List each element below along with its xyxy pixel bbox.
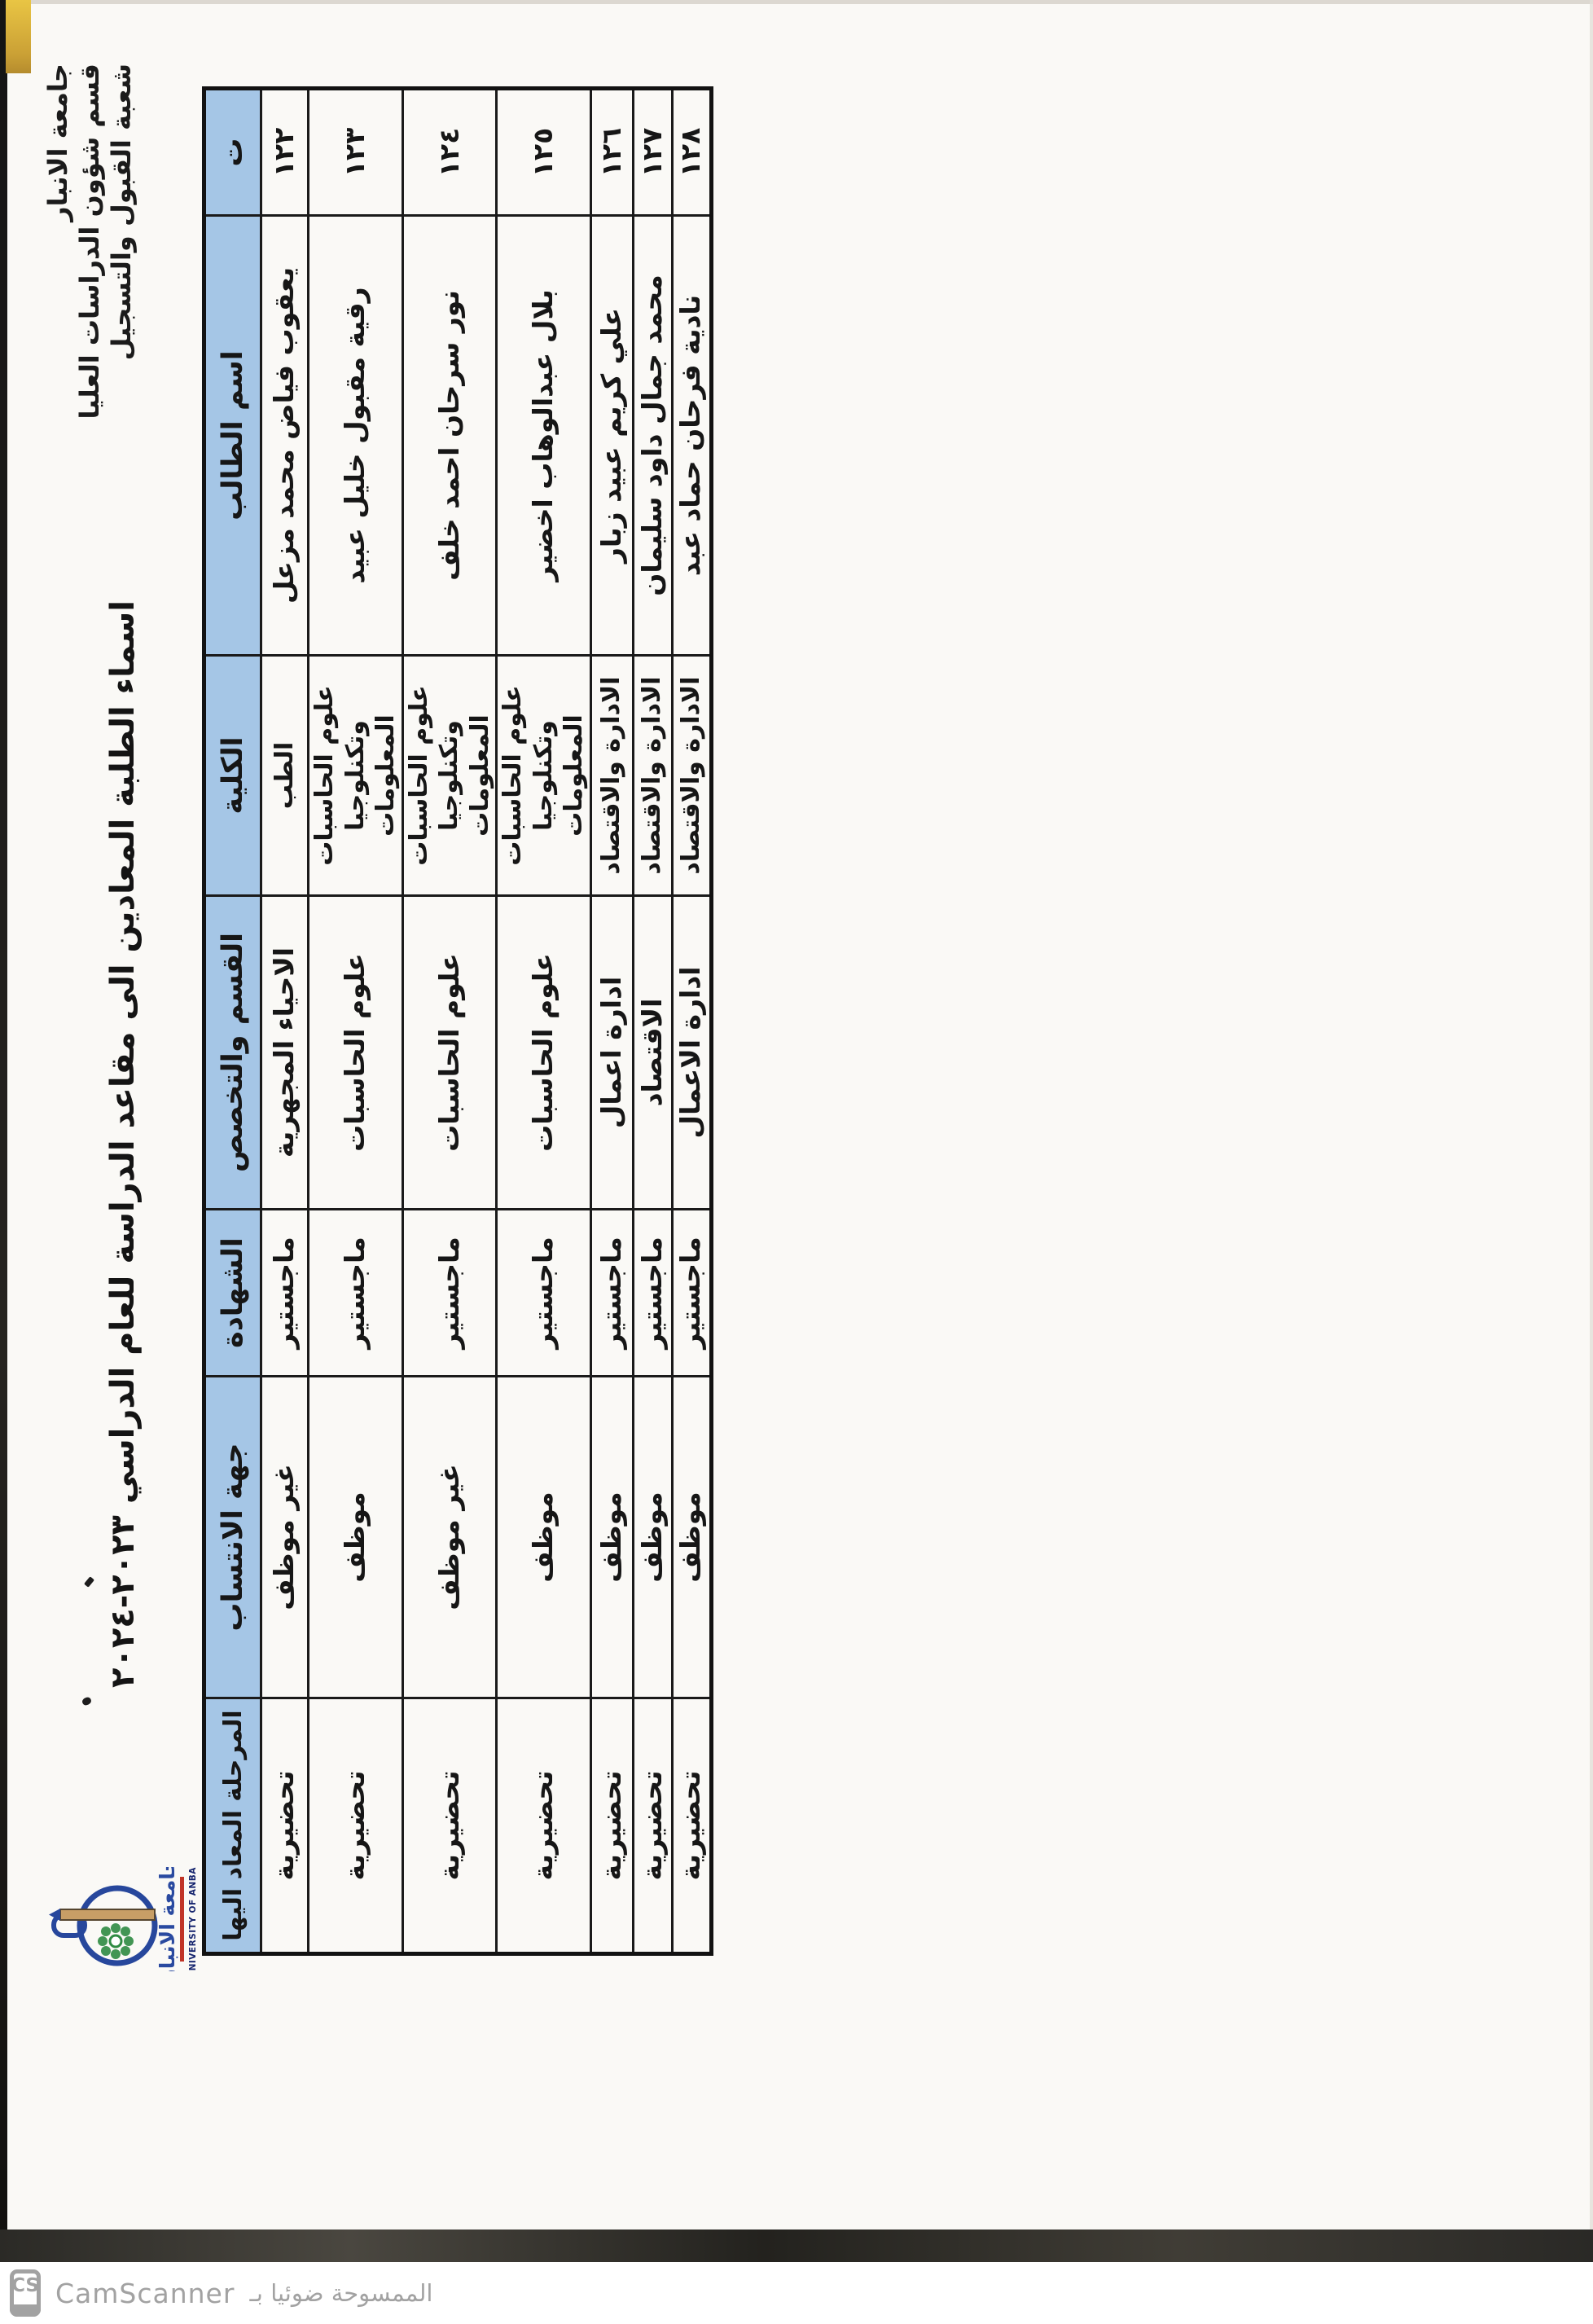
table-cell-stage: تحضيرية [402, 1698, 497, 1954]
table-cell-stage: تحضيرية [261, 1698, 309, 1954]
camscanner-note: الممسوحة ضوئيا بـ [249, 2279, 433, 2307]
table-cell-dept: ادارة الاعمال [672, 895, 711, 1210]
table-cell-no: ١٢٥ [496, 88, 590, 216]
table-cell-name: علي كريم عبيد زبار [590, 215, 633, 656]
table-cell-college: علوم الحاسبات وتكنلوجيا المعلومات [402, 655, 497, 896]
column-header-dept: القسم والتخصص [204, 895, 261, 1210]
table-cell-degree: ماجستير [672, 1209, 711, 1377]
table-cell-affiliation: غير موظف [261, 1376, 309, 1698]
table-row: ١٢٢ يعقوب فياض محمد مزعل الطب الاحياء المجه… [261, 88, 309, 1954]
table-cell-degree: ماجستير [261, 1209, 309, 1377]
university-logo-icon: جامعة الانبار UNIVERSITY OF ANBAR [49, 1867, 198, 1971]
scan-edge-shadow-left [0, 0, 7, 2236]
letterhead-line-university: جامعة الانبار [42, 64, 73, 222]
table-cell-no: ١٢٣ [308, 88, 402, 216]
table-row: ١٢٣ رقية مقبول خليل عبيد علوم الحاسبات وتك… [308, 88, 402, 1954]
table-cell-stage: تحضيرية [672, 1698, 711, 1954]
ink-speck [83, 1576, 95, 1588]
table-cell-dept: علوم الحاسبات [308, 895, 402, 1210]
table-cell-degree: ماجستير [590, 1209, 633, 1377]
table-row: ١٢٥ بلال عبدالوهاب اخضير علوم الحاسبات وتك… [496, 88, 590, 1954]
table-cell-no: ١٢٨ [672, 88, 711, 216]
camscanner-logo-letters: CS [11, 2275, 39, 2296]
column-header-degree: الشهادة [204, 1209, 261, 1377]
scan-edge-shadow-bottom [0, 2230, 1593, 2262]
column-header-no: ت [204, 88, 261, 216]
table-cell-no: ١٢٢ [261, 88, 309, 216]
logo-minaret-icon [59, 1909, 156, 1921]
column-header-stage: المرحلة المعاد اليها [204, 1698, 261, 1954]
document-title: اسماء الطلبة المعادين الى مقاعد الدراسة … [104, 600, 142, 1688]
letterhead: جامعة الانبار قسم شؤون الدراسات العليا ش… [42, 64, 138, 419]
logo-flower-icon [98, 1923, 134, 1959]
table-cell-college: علوم الحاسبات وتكنلوجيا المعلومات [496, 655, 590, 896]
table-cell-no: ١٢٦ [590, 88, 633, 216]
camscanner-logo: CS [10, 2269, 41, 2317]
letterhead-line-section: شعبة القبول والتسجيل [106, 64, 138, 361]
university-logo: جامعة الانبار UNIVERSITY OF ANBAR [46, 1867, 208, 1971]
table-cell-stage: تحضيرية [308, 1698, 402, 1954]
table-cell-stage: تحضيرية [590, 1698, 633, 1954]
table-cell-degree: ماجستير [308, 1209, 402, 1377]
table-cell-college: الطب [261, 655, 309, 896]
table-cell-name: نادية فرحان حماد عبد [672, 215, 711, 656]
students-table-body: ١٢٢ يعقوب فياض محمد مزعل الطب الاحياء المجه… [261, 88, 711, 1954]
table-row: ١٢٦ علي كريم عبيد زبار الادارة والاقتصاد اد… [590, 88, 633, 1954]
table-row: ١٢٨ نادية فرحان حماد عبد الادارة والاقتصاد… [672, 88, 711, 1954]
table-cell-stage: تحضيرية [496, 1698, 590, 1954]
table-cell-dept: علوم الحاسبات [402, 895, 497, 1210]
table-cell-dept: ادارة اعمال [590, 895, 633, 1210]
column-header-affiliation: جهة الانتساب [204, 1376, 261, 1698]
letterhead-line-department: قسم شؤون الدراسات العليا [74, 64, 106, 420]
table-cell-affiliation: موظف [633, 1376, 672, 1698]
table-cell-college: الادارة والاقتصاد [633, 655, 672, 896]
camscanner-logo-base [10, 2304, 41, 2317]
table-cell-college: الادارة والاقتصاد [590, 655, 633, 896]
students-table-header: ت اسم الطالب الكلية القسم والتخصص الشهادة جهة… [204, 88, 261, 1954]
column-header-college: الكلية [204, 655, 261, 896]
table-header-row: ت اسم الطالب الكلية القسم والتخصص الشهادة جهة… [204, 88, 261, 1954]
table-cell-name: يعقوب فياض محمد مزعل [261, 215, 309, 656]
table-cell-stage: تحضيرية [633, 1698, 672, 1954]
scan-artifact-yellow-strip [6, 0, 31, 73]
table-cell-name: نور سرحان احمد خلف [402, 215, 497, 656]
column-header-name: اسم الطالب [204, 215, 261, 656]
camscanner-brand: CamScanner [55, 2277, 235, 2309]
table-cell-affiliation: موظف [308, 1376, 402, 1698]
logo-english-name: UNIVERSITY OF ANBAR [188, 1867, 198, 1971]
table-cell-dept: علوم الحاسبات [496, 895, 590, 1210]
logo-arabic-name: جامعة الانبار [156, 1867, 179, 1971]
table-cell-degree: ماجستير [633, 1209, 672, 1377]
table-cell-name: رقية مقبول خليل عبيد [308, 215, 402, 656]
table-cell-dept: الاقتصاد [633, 895, 672, 1210]
table-cell-dept: الاحياء المجهرية [261, 895, 309, 1210]
logo-minaret-cap-icon [49, 1909, 60, 1921]
table-row: ١٢٧ محمد جمال داود سليمان الادارة والاقتصا… [633, 88, 672, 1954]
table-cell-college: علوم الحاسبات وتكنلوجيا المعلومات [308, 655, 402, 896]
ink-speck [81, 1696, 93, 1707]
table-cell-no: ١٢٤ [402, 88, 497, 216]
logo-dome-icon [77, 1885, 158, 1966]
table-cell-affiliation: موظف [672, 1376, 711, 1698]
table-cell-affiliation: موظف [496, 1376, 590, 1698]
table-cell-affiliation: غير موظف [402, 1376, 497, 1698]
scan-edge-top [0, 0, 1593, 4]
table-cell-affiliation: موظف [590, 1376, 633, 1698]
logo-red-divider [180, 1877, 184, 1962]
table-cell-name: بلال عبدالوهاب اخضير [496, 215, 590, 656]
table-cell-degree: ماجستير [496, 1209, 590, 1377]
camscanner-watermark-bar: CS CamScanner الممسوحة ضوئيا بـ [0, 2262, 1593, 2324]
students-table: ت اسم الطالب الكلية القسم والتخصص الشهادة جهة… [202, 86, 713, 1956]
scan-edge-right [1590, 0, 1593, 2232]
table-cell-name: محمد جمال داود سليمان [633, 215, 672, 656]
table-row: ١٢٤ نور سرحان احمد خلف علوم الحاسبات وتكنل… [402, 88, 497, 1954]
table-cell-college: الادارة والاقتصاد [672, 655, 711, 896]
table-cell-degree: ماجستير [402, 1209, 497, 1377]
table-cell-no: ١٢٧ [633, 88, 672, 216]
